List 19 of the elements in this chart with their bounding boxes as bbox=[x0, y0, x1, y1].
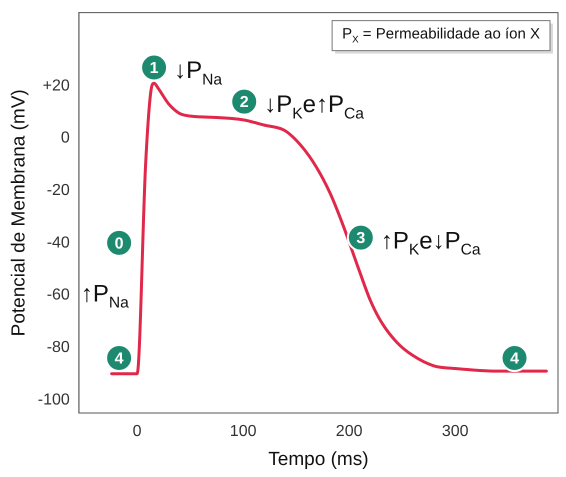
annotation: 3 bbox=[356, 230, 366, 248]
x-tick-label: 100 bbox=[230, 423, 257, 440]
y-tick-label: -40 bbox=[46, 234, 70, 252]
x-axis-title: Tempo (ms) bbox=[268, 448, 369, 470]
x-tick-label: 200 bbox=[336, 423, 363, 440]
y-tick-label: -60 bbox=[46, 286, 70, 304]
y-tick-label: 0 bbox=[60, 130, 70, 147]
y-tick-label: -20 bbox=[46, 182, 70, 199]
annotation: 4 bbox=[510, 350, 520, 368]
x-tick-label: 300 bbox=[442, 423, 469, 440]
y-axis-title: Potencial de Membrana (mV) bbox=[8, 89, 30, 336]
y-tick-label: +20 bbox=[42, 77, 70, 94]
annotation: 0 bbox=[114, 235, 124, 252]
annotation: 4 bbox=[114, 350, 124, 368]
y-tick-label: -80 bbox=[46, 338, 70, 356]
annotation: 2 bbox=[240, 94, 249, 111]
x-tick-label: 0 bbox=[132, 423, 142, 440]
annotation: 1 bbox=[150, 60, 159, 77]
y-tick-label: -100 bbox=[38, 391, 70, 408]
